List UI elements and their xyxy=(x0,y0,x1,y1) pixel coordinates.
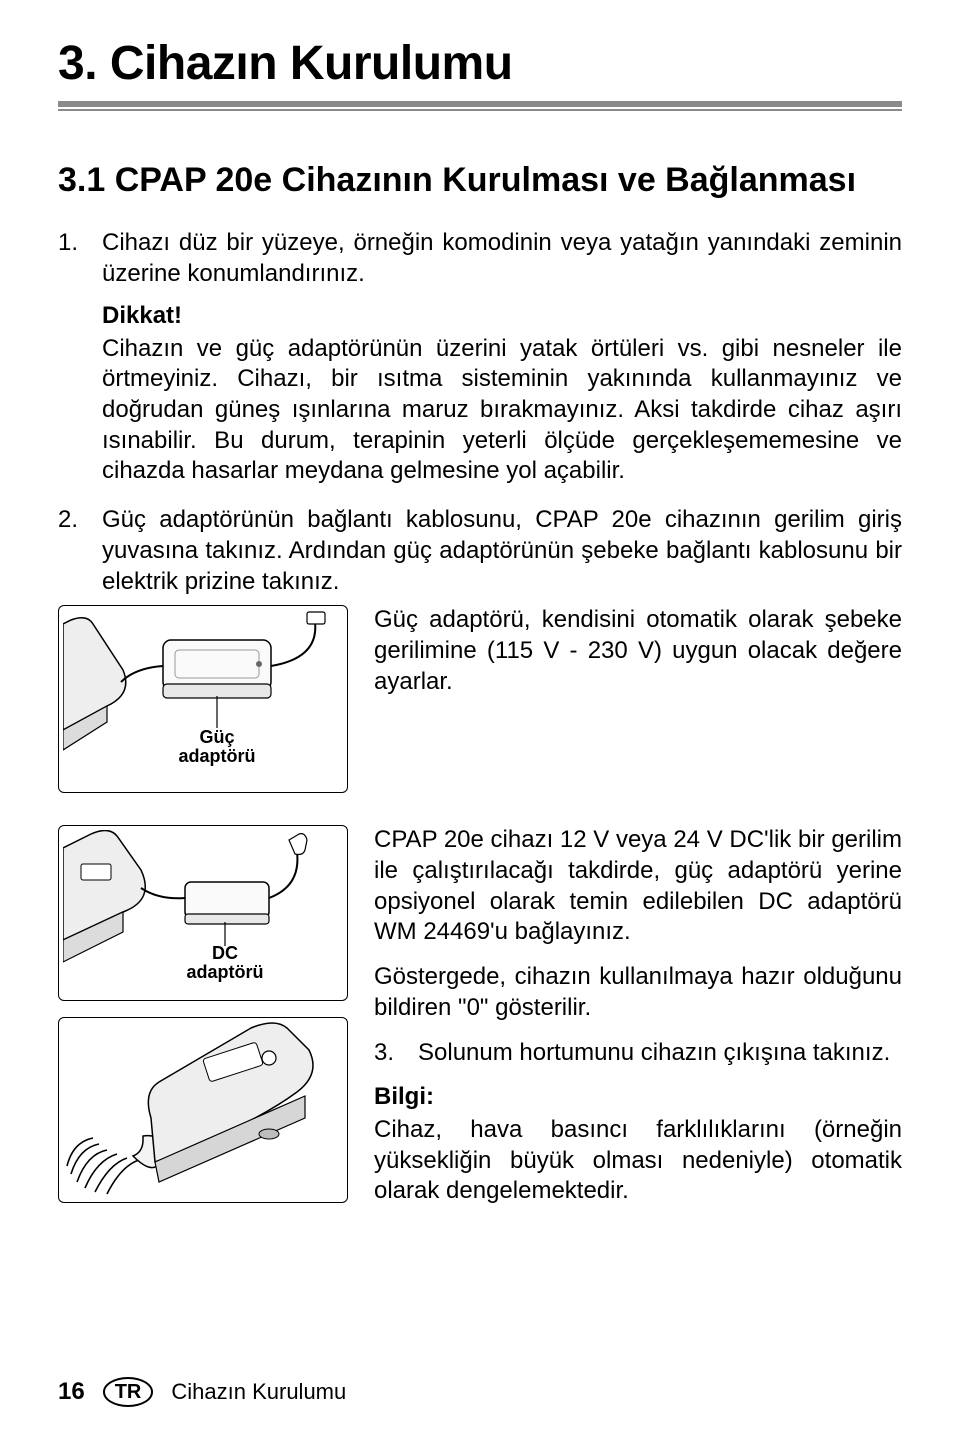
divider xyxy=(58,101,902,115)
figure-1-callout-text: Güç adaptörü xyxy=(178,727,255,766)
figure-row-1: Güç adaptörü Güç adaptörü, kendisini oto… xyxy=(58,605,902,793)
dc-paragraph-2: Göstergede, cihazın kullanılmaya hazır o… xyxy=(374,962,902,1023)
footer-section-name: Cihazın Kurulumu xyxy=(171,1379,346,1405)
caution-label: Dikkat! xyxy=(58,302,902,330)
step-1-text: Cihazı düz bir yüzeye, örneğin komodinin… xyxy=(102,228,902,289)
page: 3. Cihazın Kurulumu 3.1 CPAP 20e Cihazın… xyxy=(0,0,960,1453)
divider-thick xyxy=(58,101,902,107)
figure-column-right: CPAP 20e cihazı 12 V veya 24 V DC'lik bi… xyxy=(374,825,902,1221)
figure-2-callout-text: DC adaptörü xyxy=(186,943,263,982)
figure-row-2: DC adaptörü xyxy=(58,825,902,1221)
step-3: 3. Solunum hortumunu cihazın çıkışına ta… xyxy=(374,1038,902,1069)
steps-list-2: 2. Güç adaptörünün bağlantı kablosunu, C… xyxy=(58,505,902,793)
divider-thin xyxy=(58,109,902,111)
step-2-number: 2. xyxy=(58,505,78,536)
figure-2-callout: DC adaptörü xyxy=(185,944,265,982)
hose-svg xyxy=(63,1022,343,1198)
lang-badge: TR xyxy=(103,1377,154,1407)
subsection-title: 3.1 CPAP 20e Cihazının Kurulması ve Bağl… xyxy=(58,161,902,200)
steps-list: 1. Cihazı düz bir yüzeye, örneğin komodi… xyxy=(58,228,902,289)
step-2-text: Güç adaptörünün bağlantı kablosunu, CPAP… xyxy=(102,505,902,597)
step-2: 2. Güç adaptörünün bağlantı kablosunu, C… xyxy=(58,505,902,793)
info-label: Bilgi: xyxy=(374,1082,902,1113)
figure-column-left: DC adaptörü xyxy=(58,825,348,1221)
page-number: 16 xyxy=(58,1378,85,1406)
footer: 16 TR Cihazın Kurulumu xyxy=(58,1377,346,1407)
caution-body: Cihazın ve güç adaptörünün üzerini yatak… xyxy=(58,334,902,488)
figure-1-callout: Güç adaptörü xyxy=(177,728,257,766)
step-1: 1. Cihazı düz bir yüzeye, örneğin komodi… xyxy=(58,228,902,289)
info-text: Cihaz, hava basıncı farklılıklarını (örn… xyxy=(374,1115,902,1207)
figure-dc-adapter: DC adaptörü xyxy=(58,825,348,1001)
figure-power-adapter: Güç adaptörü xyxy=(58,605,348,793)
figure-1-aside: Güç adaptörü, kendisini otomatik olarak … xyxy=(374,605,902,793)
dc-paragraph-1: CPAP 20e cihazı 12 V veya 24 V DC'lik bi… xyxy=(374,825,902,948)
figure-hose xyxy=(58,1017,348,1203)
section-title: 3. Cihazın Kurulumu xyxy=(58,36,902,91)
step-3-number: 3. xyxy=(374,1038,404,1069)
step-3-text: Solunum hortumunu cihazın çıkışına takın… xyxy=(418,1038,890,1069)
step-1-number: 1. xyxy=(58,228,78,259)
